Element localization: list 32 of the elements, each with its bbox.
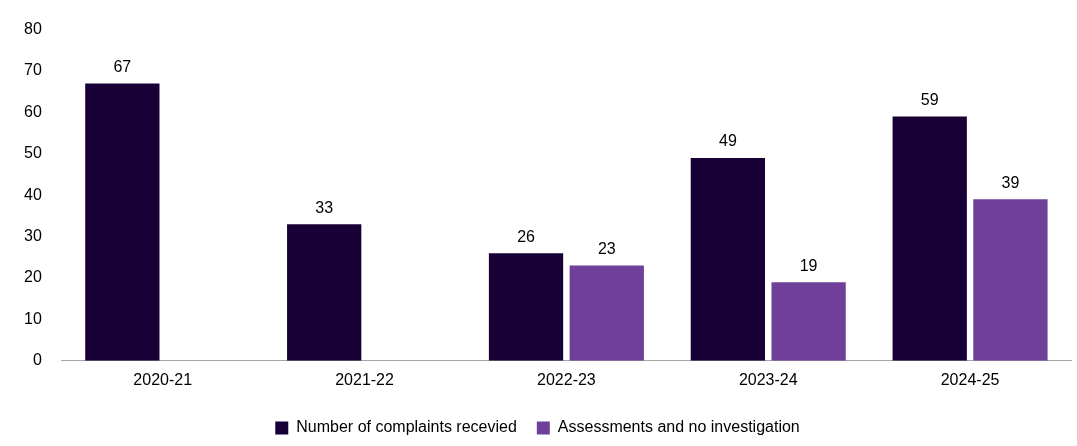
x-tick-label: 2022-23 (537, 370, 596, 388)
data-label: 26 (517, 227, 536, 245)
data-label: 33 (315, 198, 334, 216)
bar (892, 116, 967, 361)
bar (771, 282, 846, 361)
bar (287, 224, 362, 361)
y-tick-label: 80 (24, 20, 42, 38)
bar (973, 199, 1048, 361)
bar (488, 253, 564, 361)
x-tick-label: 2020-21 (133, 370, 193, 388)
data-label: 19 (799, 256, 818, 274)
y-tick-label: 40 (24, 185, 42, 203)
legend-label: Assessments and no investigation (557, 418, 800, 436)
data-label: 59 (920, 90, 939, 108)
y-tick-label: 0 (32, 351, 42, 369)
y-tick-label: 50 (24, 144, 42, 162)
bar (85, 83, 160, 361)
x-tick-label: 2024-25 (940, 370, 1000, 388)
y-tick-label: 70 (24, 61, 42, 79)
data-label: 39 (1001, 173, 1020, 191)
data-label: 23 (597, 239, 616, 257)
y-tick-label: 30 (24, 227, 42, 245)
x-tick-label: 2023-24 (738, 370, 798, 388)
legend-label: Number of complaints recevied (296, 418, 517, 436)
bar (569, 265, 644, 361)
data-label: 49 (718, 132, 737, 150)
x-tick-label: 2021-22 (335, 370, 395, 388)
y-tick-label: 60 (24, 102, 42, 120)
data-label: 67 (113, 57, 132, 75)
bar (690, 157, 766, 361)
y-tick-label: 10 (24, 309, 42, 327)
y-tick-label: 20 (24, 268, 42, 286)
